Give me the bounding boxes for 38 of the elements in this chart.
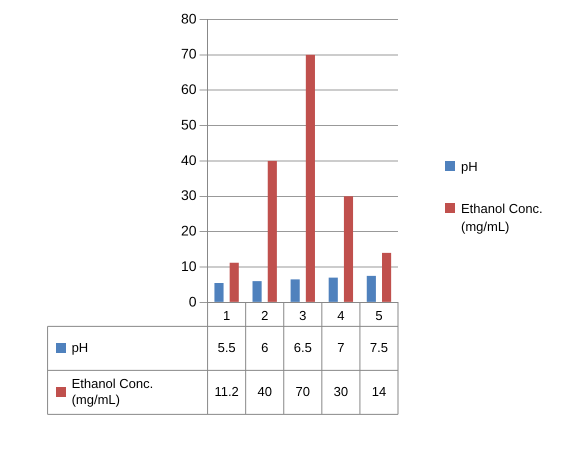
data-label: 30 <box>334 384 348 399</box>
bar <box>290 279 300 302</box>
text: pH <box>461 159 478 174</box>
data-label: 7.5 <box>370 340 388 355</box>
y-tick-label: 10 <box>180 258 197 274</box>
bar <box>366 276 376 302</box>
bar <box>268 160 277 302</box>
data-label: 14 <box>372 384 386 399</box>
data-label: 70 <box>296 384 310 399</box>
data-label: 40 <box>257 384 272 399</box>
y-tick-label: 30 <box>180 187 197 204</box>
x-tick-label: 2 <box>261 308 268 323</box>
legend-label: pH <box>72 340 88 355</box>
bar <box>328 278 338 302</box>
x-tick-label: 4 <box>337 308 344 323</box>
y-tick-label: 70 <box>180 46 197 62</box>
y-tick-label: 40 <box>180 152 197 168</box>
bar <box>214 282 224 302</box>
x-tick-label: 5 <box>375 308 383 323</box>
y-tick-label: 80 <box>180 10 197 26</box>
data-label: 5.5 <box>218 340 236 355</box>
bar <box>230 262 239 302</box>
bar <box>306 54 315 302</box>
data-label: 11.2 <box>214 384 239 399</box>
y-tick-label: 0 <box>188 293 197 310</box>
y-tick-label: 60 <box>180 81 197 98</box>
text: Ethanol Conc. (mg/mL) <box>72 376 154 407</box>
y-tick-label: 50 <box>180 116 197 132</box>
bar <box>252 281 262 302</box>
data-label: 7 <box>337 340 344 355</box>
legend-label: Ethanol Conc. (mg/mL) <box>461 200 544 236</box>
x-tick-label: 3 <box>299 308 306 323</box>
bar <box>382 252 392 302</box>
data-label: 6 <box>261 340 268 355</box>
x-tick-label: 1 <box>223 308 230 323</box>
y-tick-label: 20 <box>180 222 197 239</box>
data-label: 6.5 <box>294 340 312 355</box>
bar <box>344 196 354 302</box>
